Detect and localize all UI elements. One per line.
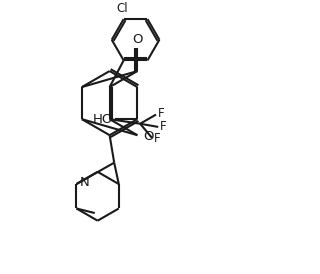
Text: N: N xyxy=(79,176,89,189)
Text: Cl: Cl xyxy=(116,2,128,15)
Text: F: F xyxy=(154,132,160,145)
Text: F: F xyxy=(158,107,165,120)
Text: O: O xyxy=(132,33,143,46)
Text: O: O xyxy=(143,130,153,143)
Text: F: F xyxy=(160,120,167,133)
Text: HO: HO xyxy=(92,113,113,126)
